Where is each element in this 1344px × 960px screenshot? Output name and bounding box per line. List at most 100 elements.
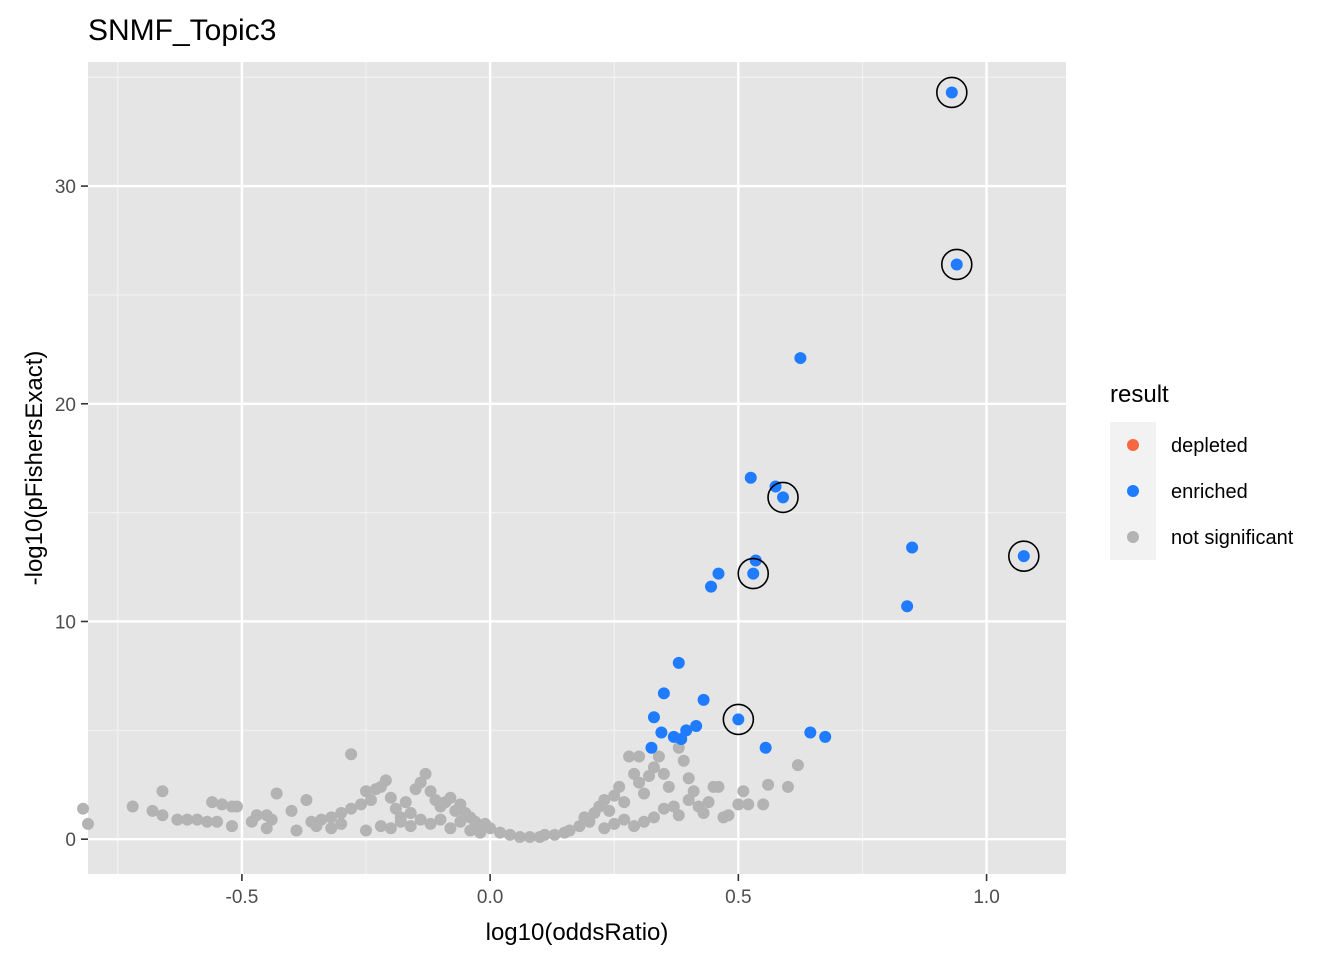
y-tick-label: 20 [55, 395, 76, 416]
data-point-enriched [906, 541, 919, 554]
data-point-not-significant [216, 798, 229, 811]
data-point-not-significant [250, 809, 263, 822]
highlight-ring [767, 481, 799, 514]
data-point-not-significant [355, 798, 368, 811]
data-point-not-significant [265, 813, 278, 826]
data-point-not-significant [310, 820, 323, 833]
y-axis-ticks: 0 10 20 30 [55, 177, 88, 851]
data-point-not-significant [682, 772, 695, 785]
data-point-not-significant [414, 776, 427, 789]
y-axis-title: -log10(pFishersExact) [21, 351, 48, 586]
data-point-enriched [645, 741, 658, 754]
data-point-not-significant [652, 750, 665, 763]
data-point-not-significant [146, 804, 159, 817]
data-point-not-significant [538, 828, 551, 841]
data-point-not-significant [171, 813, 184, 826]
data-point-not-significant [762, 778, 775, 791]
data-point-enriched [705, 580, 718, 593]
data-point-not-significant [657, 767, 670, 780]
major-gridlines [88, 62, 1066, 874]
data-point-not-significant [697, 807, 710, 820]
x-axis-title: log10(oddsRatio) [486, 919, 669, 946]
data-point-enriched [804, 726, 817, 739]
data-point-not-significant [513, 830, 526, 843]
data-point-not-significant [633, 776, 646, 789]
data-point-not-significant [672, 809, 685, 822]
data-point-not-significant [603, 804, 616, 817]
data-point-not-significant [384, 791, 397, 804]
data-point-not-significant [687, 785, 700, 798]
data-point-enriched [759, 741, 772, 754]
data-point-not-significant [454, 798, 467, 811]
data-point-not-significant [364, 793, 377, 806]
data-point-not-significant [638, 815, 651, 828]
data-point-not-significant [484, 822, 497, 835]
x-tick-label: 0.5 [725, 887, 751, 908]
data-point-not-significant [523, 830, 536, 843]
data-point-not-significant [657, 802, 670, 815]
data-point-not-significant [608, 789, 621, 802]
data-point-not-significant [732, 798, 745, 811]
data-point-not-significant [360, 785, 373, 798]
data-point-not-significant [230, 800, 243, 813]
data-point-not-significant [444, 822, 457, 835]
data-point-not-significant [454, 815, 467, 828]
data-point-not-significant [503, 828, 516, 841]
data-point-not-significant [742, 798, 755, 811]
data-point-not-significant [702, 796, 715, 809]
x-tick-label: 0.0 [477, 887, 503, 908]
data-point-not-significant [613, 780, 626, 793]
data-point-not-significant [394, 815, 407, 828]
data-point-not-significant [126, 800, 139, 813]
data-point-not-significant [206, 796, 219, 809]
data-point-not-significant [211, 815, 224, 828]
data-point-not-significant [300, 793, 313, 806]
chart-title: SNMF_Topic3 [88, 14, 276, 47]
legend-label-depleted: depleted [1171, 435, 1248, 457]
data-point-not-significant [225, 820, 238, 833]
data-point-not-significant [424, 817, 437, 830]
data-point-not-significant [419, 767, 432, 780]
data-point-not-significant [464, 824, 477, 837]
y-tick-label: 30 [55, 177, 76, 198]
minor-gridlines [88, 62, 1066, 874]
data-point-enriched [712, 567, 725, 580]
data-point-not-significant [325, 811, 338, 824]
data-point-not-significant [399, 796, 412, 809]
highlight-ring [1008, 540, 1040, 572]
data-point-not-significant [563, 824, 576, 837]
data-point-not-significant [434, 813, 447, 826]
data-point-enriched [672, 656, 685, 669]
data-point-not-significant [618, 813, 631, 826]
data-point-enriched [697, 693, 710, 706]
data-point-not-significant [270, 787, 283, 800]
data-point-not-significant [384, 822, 397, 835]
data-point-not-significant [722, 809, 735, 822]
data-point-not-significant [389, 802, 402, 815]
data-point-not-significant [608, 817, 621, 830]
data-point-not-significant [494, 826, 507, 839]
data-point-not-significant [667, 800, 680, 813]
data-point-not-significant [573, 820, 586, 833]
data-point-enriched [675, 733, 688, 746]
data-point-not-significant [618, 796, 631, 809]
data-point-not-significant [335, 817, 348, 830]
data-point-not-significant [633, 750, 646, 763]
data-point-not-significant [260, 822, 273, 835]
highlight-ring [722, 703, 755, 736]
y-tick-label: 0 [65, 830, 76, 851]
data-points [77, 86, 1030, 843]
data-point-not-significant [325, 822, 338, 835]
data-point-not-significant [583, 815, 596, 828]
data-point-not-significant [374, 820, 387, 833]
data-point-enriched [749, 554, 762, 567]
data-point-not-significant [638, 787, 651, 800]
data-point-not-significant [290, 824, 303, 837]
data-point-not-significant [781, 780, 794, 793]
data-point-not-significant [647, 811, 660, 824]
data-point-not-significant [345, 748, 358, 761]
data-point-not-significant [628, 767, 641, 780]
data-point-not-significant [598, 822, 611, 835]
data-point-not-significant [757, 798, 770, 811]
legend-title: result [1110, 381, 1169, 408]
